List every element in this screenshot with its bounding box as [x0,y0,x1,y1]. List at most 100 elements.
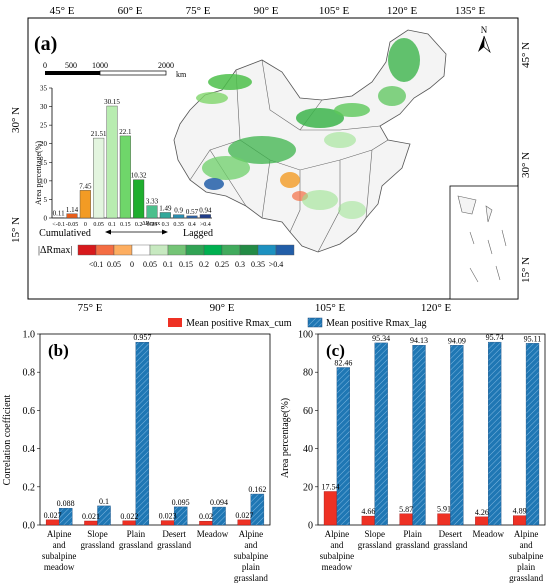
y-tick-label: 0.6 [23,406,36,417]
histogram-bar-value-label: 22.1 [119,128,132,136]
histogram-x-tick-label: 0.1 [108,222,116,228]
x-category-label: subalpine [509,551,544,561]
histogram-y-tick-label: 10 [40,177,48,185]
x-category-label: Slope [87,529,108,539]
legend-swatch [257,244,277,256]
histogram-x-tick-label: 0.3 [162,222,170,228]
legend-tick-label: 0.2 [199,260,209,269]
svg-text:2000: 2000 [158,61,174,70]
lon-label-top: 75° E [186,5,211,17]
x-category-label: plain [242,562,260,572]
bar-value-label-lag: 94.13 [410,336,428,345]
histogram-x-tick-label: 0.25 [147,222,158,228]
x-category-label: grassland [81,540,115,550]
x-category-label: Plain [127,529,146,539]
bar-value-label-lag: 94.09 [448,336,466,345]
lat-label-left: 15° N [10,217,22,243]
bar-value-label-lag: 82.46 [334,359,352,368]
legend-swatch [167,244,187,256]
x-category-label: and [330,540,343,550]
bar-value-label-lag: 0.094 [210,498,228,507]
bar-lag [250,493,265,526]
histogram-bar [106,105,118,219]
svg-text:500: 500 [65,61,77,70]
x-category-label: and [53,540,66,550]
x-category-label: grassland [234,573,268,583]
bar-cum [237,519,252,526]
legend-swatch-cum [168,318,182,327]
legend-direction-arrow [105,229,168,235]
bar-cum [475,516,489,526]
vegetation-patches [196,38,420,219]
plot-frame [317,333,546,526]
histogram-x-tick-label: 0.15 [120,222,131,228]
x-category-label: Alpine [514,529,539,539]
bar-value-label-cum: 0.027 [235,511,253,520]
svg-text:km: km [176,70,187,79]
histogram-bar [186,215,198,219]
bar-value-label-cum: 4.26 [475,508,489,517]
y-tick-label: 0.8 [23,368,36,379]
histogram-bar-value-label: 21.51 [91,130,107,138]
histogram-bar-value-label: 7.45 [79,182,92,190]
x-category-label: Plain [403,529,422,539]
bar-value-label-lag: 0.088 [57,499,75,508]
panel-c-chart: Area percentage(%) 0 20 40 60 80 100 (c) 17.54 8… [280,330,546,583]
x-category-label: Alpine [325,529,350,539]
bar-cum [361,515,375,526]
legend-cumulatived-label: Cumulatived [39,228,91,239]
lat-label-right: 30° N [520,152,532,178]
panel-b-chart: Correlation coefficient 0.0 0.2 0.4 0.6 0.8 1… [2,330,271,583]
map-panel: 45° E 60° E 75° E 90° E 105° E 120° E 13… [10,5,532,314]
x-category-label: plain [517,562,535,572]
bar-value-label-cum: 4.89 [513,507,527,516]
legend-tick-label: 0.05 [143,260,157,269]
x-category-label: subalpine [42,551,77,561]
bar-lag [135,342,150,526]
histogram-x-tick-label: 0.35 [173,222,184,228]
legend-tick-label: 0.25 [215,260,229,269]
histogram-bar [93,137,105,219]
histogram-bar [199,214,211,219]
panel-label: (c) [326,341,345,360]
y-tick-label: 0 [308,521,313,532]
y-tick-label: 0.0 [23,521,36,532]
histogram-x-tick-label: -0.05 [66,222,79,228]
bar-lag [212,506,226,526]
panel-c-y-axis-label: Area percentage(%) [280,398,291,478]
x-category-label: and [244,540,257,550]
svg-text:0: 0 [43,61,47,70]
inset-islands [469,229,507,283]
bar-lag [336,367,350,526]
y-tick-label: 1.0 [23,330,36,341]
bar-value-label-lag: 95.34 [372,334,390,343]
lon-label-top: 60° E [118,5,143,17]
bar-lag [412,345,426,526]
histogram-x-tick-label: 0 [84,222,87,228]
legend-swatch [275,244,295,256]
x-category-label: Alpine [47,529,72,539]
histogram-bar [133,179,145,219]
bar-cum [437,513,451,526]
panel-b-y-axis-label: Correlation coefficient [2,394,13,485]
bar-value-label-cum: 0.021 [82,512,100,521]
histogram-bar-value-label: 0.9 [174,207,183,215]
y-tick-label: 80 [303,368,313,379]
x-category-label: Meadow [473,529,505,539]
histogram-y-tick-label: 20 [40,140,48,148]
bar-lag [58,507,73,526]
bar-value-label-cum: 4.66 [361,507,375,516]
lon-label-top: 45° E [50,5,75,17]
bar-lag [525,343,540,526]
histogram-bar-value-label: 10.32 [131,172,147,180]
x-category-label: Meadow [197,529,229,539]
lon-label-bottom: 75° E [78,302,103,314]
x-category-label: subalpine [320,551,355,561]
legend-swatch [221,244,241,256]
x-category-label: meadow [322,562,353,572]
x-category-label: Alpine [239,529,264,539]
bar-cum [160,520,175,526]
bar-value-label-lag: 0.957 [133,333,151,342]
legend-swatch-lag [307,317,323,328]
